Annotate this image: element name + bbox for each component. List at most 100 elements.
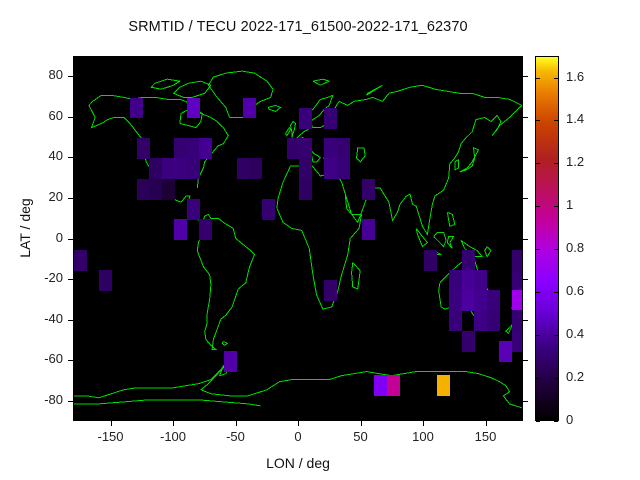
colorbar-tick [536,292,540,294]
heatmap-cell [386,375,400,397]
heatmap-cell [299,138,313,159]
coastline-path [415,228,429,248]
y-axis-title: LAT / deg [17,198,33,258]
heatmap-cell [461,249,475,271]
heatmap-cell [199,219,213,241]
heatmap-cell [236,158,250,180]
colorbar-tick [554,163,558,165]
coastline-path [290,120,297,138]
y-axis-tick [523,319,528,321]
colorbar-tick-label: 0 [566,412,574,427]
heatmap-cell [224,351,238,372]
colorbar-tick [554,335,558,337]
coastline-path [285,126,292,137]
heatmap-cell [299,178,313,200]
y-axis-tick [68,76,73,78]
heatmap-cell [511,310,522,332]
y-axis-tick [523,279,528,281]
coastline-path [207,70,274,118]
coastline-path [351,262,361,290]
y-axis-tick [523,116,528,118]
x-axis-tick [485,421,487,426]
heatmap-cell [449,310,463,332]
heatmap-cell [324,158,338,180]
heatmap-cell [186,138,200,159]
heatmap-cell [461,330,475,352]
heatmap-cell [161,178,175,200]
colorbar-tick [554,206,558,208]
coastline-path [366,84,383,96]
x-axis-tick [235,56,237,61]
heatmap-cell [449,269,463,291]
heatmap-cell [474,290,488,312]
x-axis-tick [235,421,237,426]
heatmap-cell [242,97,256,119]
colorbar-tick [554,249,558,251]
y-axis-tick [523,76,528,78]
heatmap-cell [449,290,463,312]
heatmap-cell [361,178,375,200]
heatmap-cell [174,219,188,241]
heatmap-cell [186,198,200,220]
heatmap-cell [436,375,450,397]
coastline-path [356,147,366,163]
heatmap-cell [136,178,150,200]
heatmap-cell [161,158,175,180]
heatmap-cell [286,138,300,159]
y-axis-tick [523,400,528,402]
colorbar-tick [536,77,540,79]
heatmap-cell [130,97,144,119]
y-axis-tick [68,197,73,199]
heatmap-cell [174,138,188,159]
colorbar-tick-label: 0.4 [566,326,585,342]
x-axis-tick-label: -50 [226,429,245,444]
y-axis-tick [68,279,73,281]
colorbar-tick [536,249,540,251]
colorbar-tick-label: 1 [566,197,574,213]
colorbar-tick [554,120,558,122]
y-axis-tick-label: 60 [48,107,63,123]
y-axis-tick [68,157,73,159]
y-axis-tick-label: 80 [48,67,63,83]
heatmap-cell [299,158,313,180]
heatmap-cell [324,138,338,159]
heatmap-cell [136,138,150,159]
x-axis-tick-label: -100 [159,429,187,444]
colorbar-tick [536,421,540,422]
x-axis-tick [173,421,174,426]
heatmap-cell [374,375,388,397]
x-axis-title: LON / deg [266,455,330,471]
colorbar [535,56,559,421]
y-axis-tick [523,157,528,159]
y-axis-tick [68,319,73,321]
coastline-path [460,240,484,258]
heatmap-cell [424,249,438,271]
coastline-path [446,211,456,228]
colorbar-tick [554,378,558,380]
heatmap-cell [324,280,338,301]
y-axis-tick-label: -20 [44,270,63,286]
chart-title: SRMTID / TECU 2022-171_61500-2022-171_62… [128,19,468,35]
coastline-path [341,105,522,236]
x-axis-tick [423,421,424,426]
colorbar-tick [536,163,540,165]
y-axis-tick [68,238,73,240]
y-axis-tick-label: -60 [44,351,63,367]
colorbar-tick-label: 1.4 [566,111,585,127]
heatmap-cell [474,269,488,291]
x-axis-tick [173,56,174,61]
colorbar-tick [554,292,558,294]
coastline-path [276,163,363,310]
coastline-path [196,213,256,350]
heatmap-cell [336,138,350,159]
heatmap-cell [511,249,522,271]
y-axis-tick-label: 0 [55,229,63,245]
y-axis-tick-label: -80 [44,391,63,407]
coastline-path [433,231,447,248]
x-axis-tick-label: 100 [412,429,434,444]
x-axis-tick-label: 150 [474,429,497,444]
x-axis-tick [423,56,424,61]
x-axis-tick [298,56,299,61]
y-axis-tick-label: -40 [44,310,63,326]
